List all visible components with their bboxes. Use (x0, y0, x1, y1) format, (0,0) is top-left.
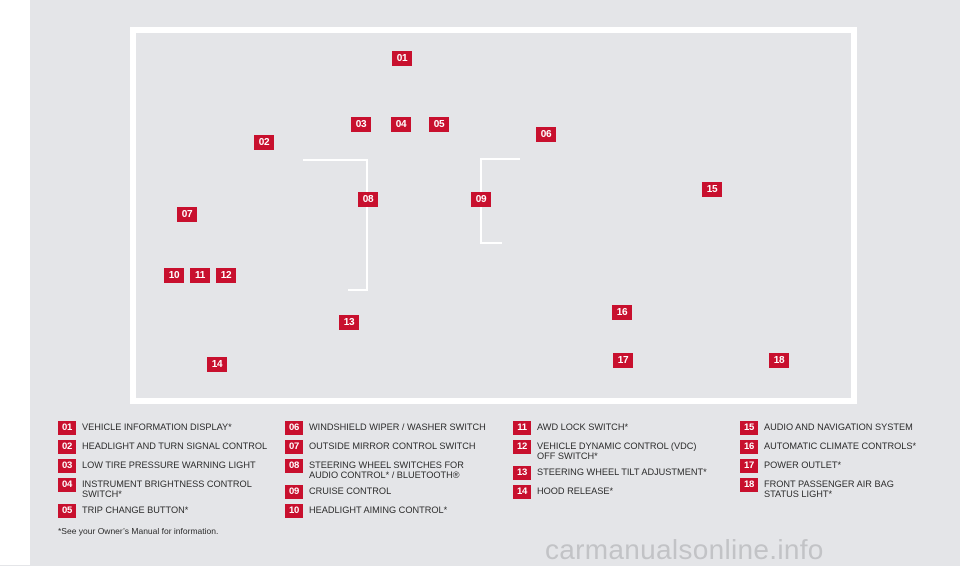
legend-column-2: 06 WINDSHIELD WIPER / WASHER SWITCH 07 O… (285, 421, 513, 523)
legend-label: POWER OUTLET* (764, 460, 842, 470)
legend-label: HEADLIGHT AIMING CONTROL* (309, 505, 448, 515)
legend-number: 10 (285, 504, 303, 518)
callout-line-08-top (303, 159, 368, 161)
legend-item: 14 HOOD RELEASE* (513, 485, 741, 499)
left-margin-strip (0, 0, 30, 565)
legend-number: 01 (58, 421, 76, 435)
callout-line-09-top (480, 158, 520, 160)
callout-badge-18: 18 (769, 353, 789, 368)
legend-number: 12 (513, 440, 531, 454)
callout-badge-01: 01 (392, 51, 412, 66)
legend-number: 09 (285, 485, 303, 499)
dashboard-diagram (136, 33, 851, 398)
callout-badge-11: 11 (190, 268, 210, 283)
legend-number: 06 (285, 421, 303, 435)
legend-label: OUTSIDE MIRROR CONTROL SWITCH (309, 441, 476, 451)
legend-label: HOOD RELEASE* (537, 486, 614, 496)
legend-label: INSTRUMENT BRIGHTNESS CONTROL SWITCH* (82, 479, 252, 499)
callout-badge-02: 02 (254, 135, 274, 150)
legend-number: 15 (740, 421, 758, 435)
callout-line-08-bottom (348, 289, 368, 291)
callout-badge-09: 09 (471, 192, 491, 207)
legend-item: 05 TRIP CHANGE BUTTON* (58, 504, 286, 518)
legend-label: AWD LOCK SWITCH* (537, 422, 629, 432)
legend-number: 11 (513, 421, 531, 435)
legend-item: 02 HEADLIGHT AND TURN SIGNAL CONTROL (58, 440, 286, 454)
legend-item: 12 VEHICLE DYNAMIC CONTROL (VDC) OFF SWI… (513, 440, 741, 461)
legend-item: 15 AUDIO AND NAVIGATION SYSTEM (740, 421, 950, 435)
legend-number: 18 (740, 478, 758, 492)
callout-badge-06: 06 (536, 127, 556, 142)
callout-badge-05: 05 (429, 117, 449, 132)
legend-item: 04 INSTRUMENT BRIGHTNESS CONTROL SWITCH* (58, 478, 286, 499)
legend-label: FRONT PASSENGER AIR BAG STATUS LIGHT* (764, 479, 894, 499)
legend-label: STEERING WHEEL TILT ADJUSTMENT* (537, 467, 707, 477)
callout-badge-03: 03 (351, 117, 371, 132)
callout-badge-14: 14 (207, 357, 227, 372)
legend-item: 17 POWER OUTLET* (740, 459, 950, 473)
legend-number: 03 (58, 459, 76, 473)
legend-label: STEERING WHEEL SWITCHES FOR AUDIO CONTRO… (309, 460, 464, 480)
callout-line-08-vertical (366, 159, 368, 291)
legend-number: 13 (513, 466, 531, 480)
legend-label: AUDIO AND NAVIGATION SYSTEM (764, 422, 913, 432)
callout-badge-13: 13 (339, 315, 359, 330)
legend-label: LOW TIRE PRESSURE WARNING LIGHT (82, 460, 256, 470)
legend-number: 17 (740, 459, 758, 473)
legend-label: WINDSHIELD WIPER / WASHER SWITCH (309, 422, 486, 432)
watermark: carmanualsonline.info (545, 534, 824, 565)
legend-number: 02 (58, 440, 76, 454)
legend-item: 01 VEHICLE INFORMATION DISPLAY* (58, 421, 286, 435)
callout-badge-07: 07 (177, 207, 197, 222)
legend-number: 14 (513, 485, 531, 499)
legend-column-3: 11 AWD LOCK SWITCH* 12 VEHICLE DYNAMIC C… (513, 421, 741, 504)
legend-number: 16 (740, 440, 758, 454)
legend-label: VEHICLE INFORMATION DISPLAY* (82, 422, 232, 432)
legend-item: 06 WINDSHIELD WIPER / WASHER SWITCH (285, 421, 513, 435)
legend-item: 08 STEERING WHEEL SWITCHES FOR AUDIO CON… (285, 459, 513, 480)
legend-label: VEHICLE DYNAMIC CONTROL (VDC) OFF SWITCH… (537, 441, 697, 461)
legend-label: HEADLIGHT AND TURN SIGNAL CONTROL (82, 441, 268, 451)
legend-item: 18 FRONT PASSENGER AIR BAG STATUS LIGHT* (740, 478, 950, 499)
callout-badge-12: 12 (216, 268, 236, 283)
legend-label: AUTOMATIC CLIMATE CONTROLS* (764, 441, 917, 451)
legend-label: TRIP CHANGE BUTTON* (82, 505, 189, 515)
callout-badge-08: 08 (358, 192, 378, 207)
legend-label: CRUISE CONTROL (309, 486, 392, 496)
legend-number: 08 (285, 459, 303, 473)
callout-badge-15: 15 (702, 182, 722, 197)
footnote: *See your Owner’s Manual for information… (58, 526, 219, 536)
legend-number: 05 (58, 504, 76, 518)
legend-item: 13 STEERING WHEEL TILT ADJUSTMENT* (513, 466, 741, 480)
callout-badge-10: 10 (164, 268, 184, 283)
legend-item: 09 CRUISE CONTROL (285, 485, 513, 499)
callout-badge-17: 17 (613, 353, 633, 368)
callout-line-09-bottom (480, 242, 502, 244)
legend-item: 16 AUTOMATIC CLIMATE CONTROLS* (740, 440, 950, 454)
legend-item: 11 AWD LOCK SWITCH* (513, 421, 741, 435)
legend-number: 04 (58, 478, 76, 492)
legend-item: 07 OUTSIDE MIRROR CONTROL SWITCH (285, 440, 513, 454)
legend-item: 03 LOW TIRE PRESSURE WARNING LIGHT (58, 459, 286, 473)
legend-item: 10 HEADLIGHT AIMING CONTROL* (285, 504, 513, 518)
legend-column-4: 15 AUDIO AND NAVIGATION SYSTEM 16 AUTOMA… (740, 421, 950, 504)
legend-number: 07 (285, 440, 303, 454)
legend-column-1: 01 VEHICLE INFORMATION DISPLAY* 02 HEADL… (58, 421, 286, 523)
callout-badge-04: 04 (391, 117, 411, 132)
callout-badge-16: 16 (612, 305, 632, 320)
